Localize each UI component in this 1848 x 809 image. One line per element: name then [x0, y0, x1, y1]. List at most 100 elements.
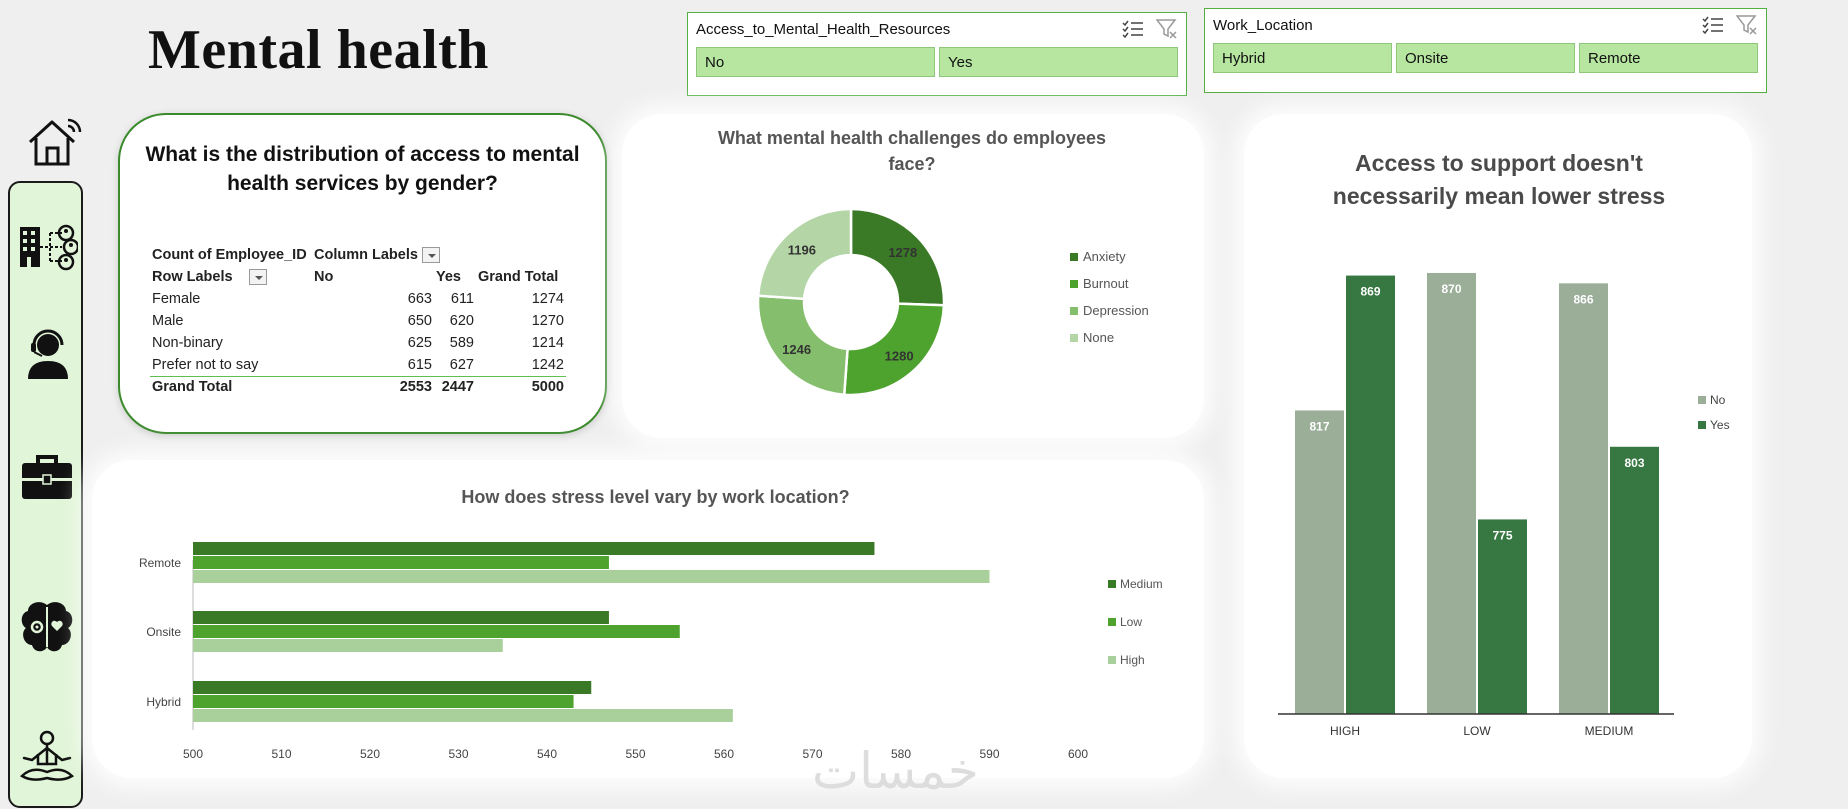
legend-label: No [1710, 393, 1726, 407]
x-tick-label: 560 [714, 747, 734, 761]
multi-select-icon[interactable] [1702, 16, 1724, 34]
slicer-option-onsite[interactable]: Onsite [1396, 43, 1575, 73]
legend-label: High [1120, 653, 1145, 667]
cell-no: 663 [407, 291, 432, 307]
donut-slice-burnout [842, 302, 946, 397]
hbar-onsite-high [193, 639, 503, 652]
legend-swatch [1698, 396, 1706, 404]
x-tick-label: LOW [1463, 724, 1491, 738]
x-tick-label: 590 [979, 747, 999, 761]
legend-swatch [1698, 421, 1706, 429]
column-chart: 817 869 HIGH 870 775 LOW 866 803 MEDIUM No Yes [1278, 272, 1730, 738]
column-filter-dropdown[interactable] [421, 247, 440, 264]
hbar-hybrid-low [193, 695, 574, 708]
hbar-hybrid-high [193, 709, 733, 722]
sidebar [8, 181, 83, 808]
slicer-option-no[interactable]: No [696, 47, 935, 77]
legend-swatch [1070, 253, 1078, 261]
donut-data-label: 1246 [782, 342, 811, 357]
column-data-label: 817 [1309, 419, 1329, 433]
pivot-title: What is the distribution of access to me… [145, 143, 580, 195]
column-data-label: 869 [1360, 285, 1380, 299]
support-agent-icon[interactable] [16, 323, 78, 385]
legend-label: Medium [1120, 577, 1163, 591]
hbar-chart-card: How does stress level vary by work locat… [92, 460, 1204, 778]
column-chart-card: Access to support doesn't necessarily me… [1244, 114, 1752, 778]
cell-total: 1214 [531, 335, 564, 351]
row-labels-header: Row Labels [150, 266, 312, 288]
cell-yes: 611 [450, 291, 474, 307]
organization-network-icon[interactable] [16, 217, 80, 279]
legend-label: Low [1120, 615, 1142, 629]
cell-no: 650 [407, 313, 432, 329]
multi-select-icon[interactable] [1122, 20, 1144, 38]
x-tick-label: 500 [183, 747, 203, 761]
table-row: Prefer not to say 615 627 1242 [150, 354, 566, 376]
cell-no: 615 [407, 356, 432, 373]
clear-filter-icon[interactable] [1156, 19, 1178, 39]
brain-icon[interactable] [16, 595, 78, 657]
column-data-label: 775 [1492, 528, 1512, 542]
row-filter-dropdown[interactable] [248, 269, 267, 286]
legend-swatch [1108, 618, 1116, 626]
legend-label: None [1083, 330, 1114, 345]
x-tick-label: 540 [537, 747, 557, 761]
slicer-option-hybrid[interactable]: Hybrid [1213, 43, 1392, 73]
col-no-header: No [314, 269, 334, 285]
hbar-chart: 500 510 520 530 540 550 560 570 580 590 600 Remote O… [139, 542, 1163, 761]
x-tick-label: 520 [360, 747, 380, 761]
cell-yes: 627 [449, 356, 474, 373]
measure-header: Count of Employee_ID [152, 247, 307, 263]
donut-slice-none [756, 207, 853, 301]
y-tick-label: Hybrid [146, 695, 181, 709]
watermark-logo: خمسات [812, 742, 979, 800]
y-tick-label: Onsite [146, 625, 181, 639]
slicer-option-remote[interactable]: Remote [1579, 43, 1758, 73]
slicer-option-yes[interactable]: Yes [939, 47, 1178, 77]
x-tick-label: HIGH [1330, 724, 1360, 738]
column-labels-header: Column Labels [312, 244, 566, 266]
table-row: Male 650 620 1270 [150, 310, 566, 332]
legend-swatch [1070, 307, 1078, 315]
legend-swatch [1108, 580, 1116, 588]
home-icon[interactable] [24, 112, 84, 172]
pivot-card: What is the distribution of access to me… [118, 113, 607, 434]
briefcase-icon[interactable] [16, 445, 78, 507]
legend-label: Burnout [1083, 276, 1129, 291]
donut-slice-anxiety [849, 207, 946, 307]
column-data-label: 803 [1624, 456, 1644, 470]
hbar-remote-medium [193, 542, 875, 555]
cell-total: 1270 [531, 313, 564, 329]
column-low-no [1427, 272, 1476, 714]
column-data-label: 866 [1573, 292, 1593, 306]
y-tick-label: Remote [139, 556, 181, 570]
slicer-work-location: Work_Location Hybrid Onsite Remote [1204, 8, 1767, 93]
row-label: Grand Total [150, 375, 312, 398]
clear-filter-icon[interactable] [1736, 15, 1758, 35]
hbar-onsite-low [193, 625, 680, 638]
legend-label: Yes [1710, 418, 1730, 432]
hbar-remote-low [193, 556, 609, 569]
meditation-icon[interactable] [16, 728, 78, 790]
column-medium-no [1559, 283, 1608, 714]
hbar-hybrid-medium [193, 681, 592, 694]
row-label: Non-binary [152, 335, 223, 351]
cell-total: 1242 [531, 356, 564, 373]
page-title: Mental health [148, 19, 489, 81]
legend-swatch [1070, 280, 1078, 288]
cell-total: 5000 [476, 375, 566, 398]
col-yes-header: Yes [436, 269, 461, 285]
donut-chart: 1278 1280 1246 1196 Anxiety Burnout Depression… [756, 207, 1149, 397]
legend-swatch [1108, 656, 1116, 664]
table-row: Non-binary 625 589 1214 [150, 332, 566, 354]
hbar-onsite-medium [193, 611, 609, 624]
row-label: Male [152, 313, 184, 329]
cell-no: 625 [407, 335, 432, 351]
donut-chart-card: What mental health challenges do employe… [622, 114, 1204, 438]
x-tick-label: 570 [802, 747, 822, 761]
legend-label: Anxiety [1083, 249, 1126, 264]
donut-data-label: 1280 [885, 349, 914, 364]
x-tick-label: MEDIUM [1585, 724, 1634, 738]
x-tick-label: 530 [448, 747, 468, 761]
x-tick-label: 510 [271, 747, 291, 761]
